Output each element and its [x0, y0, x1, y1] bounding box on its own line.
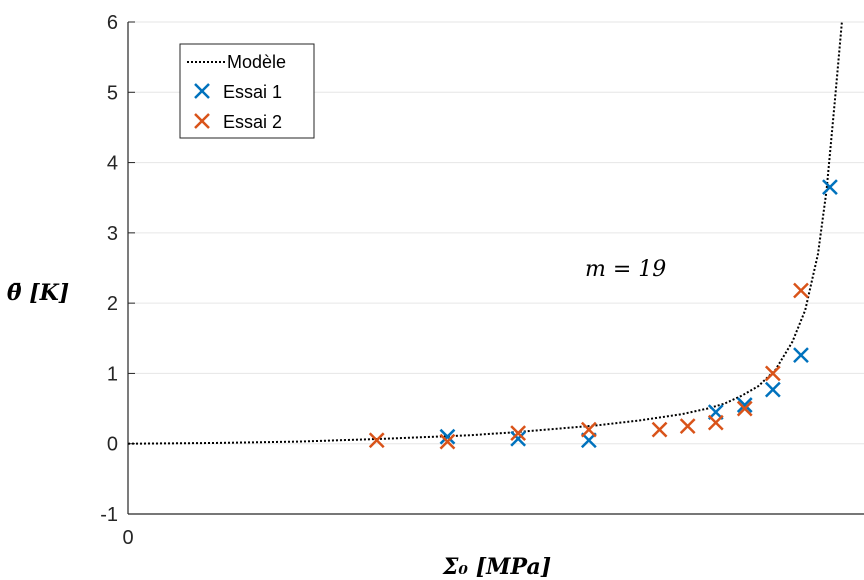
- data-point-essai-1: [439, 428, 456, 445]
- data-point-essai-1: [510, 430, 527, 447]
- data-point-essai-2: [793, 282, 809, 299]
- legend-swatch-essai-2: [194, 113, 210, 129]
- data-point-essai-2: [651, 421, 668, 438]
- data-point-essai-2: [679, 418, 696, 435]
- data-point-essai-2: [368, 432, 385, 449]
- y-tick-labels: -1 0 1 2 3 4 5 6: [100, 12, 135, 526]
- data-point-essai-2: [764, 365, 781, 382]
- y-tick-label: 2: [107, 293, 118, 315]
- data-point-essai-2: [510, 425, 527, 442]
- y-tick-label: 1: [107, 363, 118, 385]
- series-line-modele: [127, 21, 843, 445]
- x-tick-label-0: 0: [122, 527, 133, 549]
- legend: Modèle Essai 1 Essai 2: [179, 43, 315, 139]
- axes: [127, 22, 864, 515]
- data-point-essai-2: [736, 400, 753, 417]
- legend-label-essai-2: Essai 2: [223, 112, 282, 132]
- data-point-essai-2: [707, 414, 724, 431]
- data-point-essai-2: [580, 421, 597, 438]
- y-tick-label: 4: [107, 153, 118, 175]
- data-point-essai-1: [736, 397, 753, 413]
- data-point-essai-1: [822, 179, 838, 196]
- y-tick-label: 5: [107, 82, 118, 104]
- legend-label-essai-1: Essai 1: [223, 82, 282, 102]
- annotation-m: m = 19: [585, 257, 666, 282]
- data-point-essai-1: [764, 381, 781, 398]
- y-tick-label: 3: [107, 223, 118, 245]
- y-axis-label: θ̄ [K]: [7, 280, 69, 306]
- y-tick-label: 0: [107, 434, 118, 456]
- data-point-essai-1: [793, 347, 809, 364]
- x-axis-label: Σ₀ [MPa]: [442, 554, 551, 580]
- y-tick-label: 6: [107, 12, 118, 34]
- grid: [128, 21, 864, 515]
- legend-label-modele: Modèle: [227, 52, 286, 72]
- y-tick-label: -1: [100, 504, 118, 526]
- series-layer: [127, 21, 843, 450]
- legend-swatch-essai-1: [194, 83, 210, 99]
- data-point-essai-2: [439, 433, 456, 450]
